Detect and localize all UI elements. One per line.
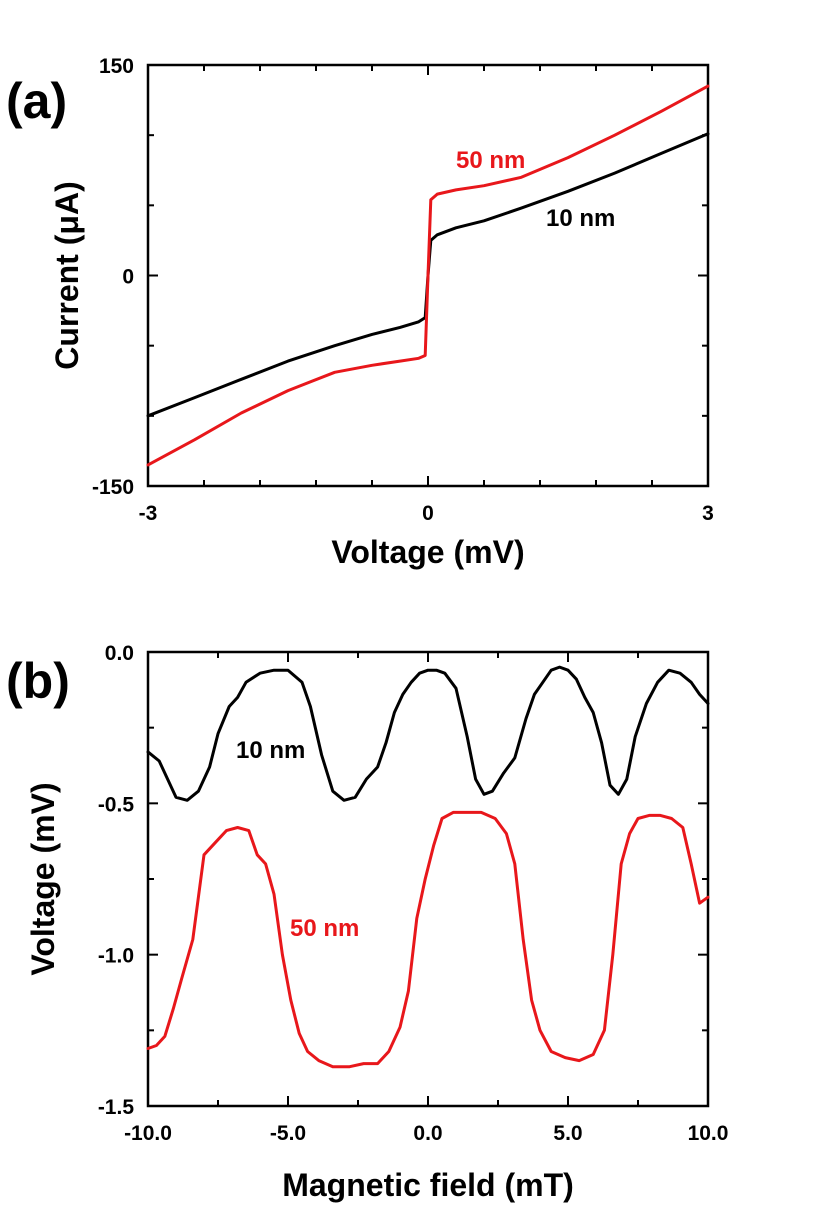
panel-b-x-tick-label: -10.0	[124, 1122, 172, 1145]
panel-b-series-10-nm	[146, 665, 710, 802]
panel-a-y-tick-label: 150	[99, 55, 134, 78]
panel-b-label: (b)	[6, 653, 70, 709]
panel-a-y-axis-title: Current (μA)	[49, 181, 85, 369]
panel-b-y-tick-label: -1.5	[98, 1096, 135, 1119]
panel-b-y-tick-label: -0.5	[98, 793, 135, 816]
panel-a-x-axis-title: Voltage (mV)	[331, 534, 524, 570]
panel-b-x-tick-label: 0.0	[413, 1122, 442, 1145]
panel-a-label: (a)	[6, 73, 67, 129]
panel-a-series-label-50-nm: 50 nm	[456, 147, 525, 174]
panel-b-series-50-nm	[146, 810, 710, 1069]
panel-b-y-axis-title: Voltage (mV)	[25, 782, 61, 975]
panel-b-x-axis-title: Magnetic field (mT)	[282, 1167, 574, 1203]
panel-b-x-tick-label: -5.0	[270, 1122, 306, 1145]
panel-a-x-tick-label: 0	[422, 502, 434, 525]
panel-a-x-tick-label: 3	[702, 502, 714, 525]
panel-a-series-label-10-nm: 10 nm	[546, 205, 615, 232]
panel-b-x-tick-label: 5.0	[553, 1122, 582, 1145]
panel-b-x-tick-label: 10.0	[688, 1122, 729, 1145]
panel-b-series-label-10-nm: 10 nm	[236, 737, 305, 764]
panel-a-y-tick-label: 0	[122, 266, 134, 289]
panel-a-series-50-nm	[146, 84, 710, 467]
panel-b-y-tick-label: -1.0	[98, 945, 134, 968]
panel-a-y-tick-label: -150	[92, 476, 134, 499]
panel-b-y-tick-label: 0.0	[105, 642, 134, 665]
panel-b-plot-frame	[146, 650, 710, 1108]
panel-b-series-label-50-nm: 50 nm	[290, 915, 359, 942]
panel-a-x-tick-label: -3	[139, 502, 158, 525]
